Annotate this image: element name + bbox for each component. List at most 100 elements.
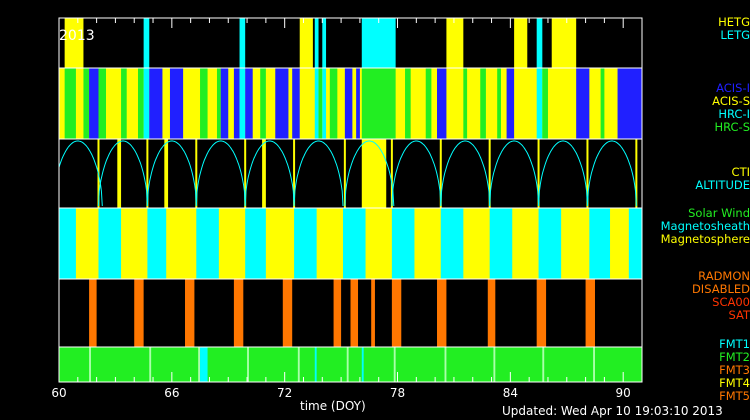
panel-altitude-altitude-arc-7	[391, 140, 442, 207]
panel-instrument-segment-25	[405, 68, 411, 139]
panel-environment-segment-9	[489, 208, 513, 279]
panel-format-segment-13	[593, 347, 595, 382]
panel-grating-segment-8	[514, 18, 528, 68]
panel-format-segment-11	[493, 347, 496, 382]
legend-item-altitude: ALTITUDE	[695, 178, 750, 192]
panel-instrument-segment-12	[233, 68, 240, 139]
panel-instrument-segment-29	[480, 68, 486, 139]
legend-item-hrc-s: HRC-S	[714, 120, 750, 134]
panel-altitude-altitude-arc-0	[58, 140, 103, 207]
panel-altitude-altitude-arc-3	[195, 140, 246, 207]
legend-instrument: ACIS-I ACIS-S HRC-I HRC-S	[590, 82, 750, 134]
panel-grating-segment-7	[446, 18, 464, 68]
panel-format-segment-7	[346, 347, 349, 382]
panel-grating-segment-6	[361, 18, 396, 68]
panel-altitude-segment-0	[117, 139, 122, 208]
panel-altitude-altitude-arc-5	[293, 140, 344, 207]
legend-item-hetg: HETG	[718, 15, 750, 29]
panel-instrument-segment-35	[600, 68, 605, 139]
panel-instrument-segment-10	[216, 68, 221, 139]
legend-item-sca00: SCA00	[712, 295, 750, 309]
legend-item-fmt5: FMT5	[719, 389, 750, 403]
legend-item-radmon: RADMON	[698, 269, 750, 283]
x-tick-label-4: 84	[503, 386, 518, 400]
panel-instrument-segment-36	[617, 68, 642, 139]
panel-altitude-background	[59, 139, 642, 208]
panel-altitude-altitude-arc-6	[344, 140, 395, 207]
panel-radmon-segment-11	[536, 279, 547, 347]
panel-grating-segment-3	[299, 18, 313, 68]
panel-altitude-altitude-arc-8	[440, 140, 491, 207]
panel-instrument-segment-9	[200, 68, 208, 139]
panel-radmon-segment-5	[333, 279, 342, 347]
panel-instrument-segment-4	[121, 68, 127, 139]
panel-instrument-segment-5	[137, 68, 144, 139]
panel-altitude-segment-1	[164, 139, 169, 208]
legend-item-fmt1: FMT1	[719, 337, 750, 351]
panel-grating-segment-0	[64, 18, 84, 68]
panel-environment-segment-4	[245, 208, 266, 279]
legend-radmon: RADMON DISABLED SCA00 SAT	[590, 270, 750, 322]
panel-environment-segment-2	[147, 208, 167, 279]
legend-format: FMT1 FMT2 FMT3 FMT4 FMT5	[590, 338, 750, 403]
panel-format-segment-2	[198, 347, 201, 382]
panel-instrument-segment-22	[344, 68, 353, 139]
x-tick-label-1: 66	[164, 386, 179, 400]
panel-radmon-segment-0	[89, 279, 97, 347]
panel-environment-segment-0	[59, 208, 76, 279]
panel-radmon-segment-7	[371, 279, 375, 347]
legend-environment: Solar Wind Magnetosheath Magnetosphere	[590, 207, 750, 246]
panel-instrument-segment-6	[143, 68, 150, 139]
panel-grating-segment-9	[536, 18, 543, 68]
updated-timestamp: Updated: Wed Apr 10 19:03:10 2013	[502, 404, 723, 418]
panel-instrument-segment-18	[314, 68, 319, 139]
panel-instrument-segment-32	[536, 68, 543, 139]
panel-grating-segment-5	[322, 18, 327, 68]
panel-instrument-segment-28	[463, 68, 468, 139]
panel-grating-background	[59, 18, 642, 68]
legend-item-solar-wind: Solar Wind	[688, 206, 750, 220]
legend-item-fmt3: FMT3	[719, 363, 750, 377]
panel-altitude-segment-3	[361, 139, 387, 208]
panel-instrument-segment-20	[322, 68, 327, 139]
panel-instrument-segment-34	[576, 68, 590, 139]
panel-format-segment-5	[297, 347, 300, 382]
panel-radmon-segment-1	[134, 279, 144, 347]
panel-radmon-segment-2	[185, 279, 195, 347]
panel-altitude-altitude-arc-4	[244, 140, 295, 207]
panel-format-segment-3	[200, 347, 208, 382]
panel-environment-segment-3	[196, 208, 219, 279]
panel-radmon-segment-9	[437, 279, 447, 347]
panel-environment-segment-5	[294, 208, 317, 279]
panel-instrument-segment-3	[98, 68, 107, 139]
panel-instrument-segment-14	[245, 68, 253, 139]
legend-item-fmt2: FMT2	[719, 350, 750, 364]
legend-item-hrc-i: HRC-I	[718, 107, 750, 121]
panel-instrument-segment-31	[506, 68, 515, 139]
panel-environment-segment-6	[342, 208, 366, 279]
panel-altitude-altitude-arc-10	[538, 140, 588, 207]
panel-instrument-segment-2	[89, 68, 99, 139]
panel-format-segment-10	[444, 347, 447, 382]
x-tick-label-5: 90	[616, 386, 631, 400]
panel-environment-segment-12	[628, 208, 642, 279]
panel-instrument-segment-11	[220, 68, 229, 139]
panel-instrument-segment-8	[169, 68, 184, 139]
panel-altitude-segment-2	[262, 139, 266, 208]
panel-format-segment-1	[149, 347, 152, 382]
panel-grating-segment-1	[143, 18, 150, 68]
legend-item-magnetosheath: Magnetosheath	[660, 219, 750, 233]
panel-environment-segment-7	[391, 208, 415, 279]
legend-item-sat: SAT	[728, 308, 750, 322]
panel-instrument-segment-23	[356, 68, 360, 139]
legend-altitude: CTI ALTITUDE	[590, 166, 750, 192]
panel-grating-segment-4	[314, 18, 319, 68]
panel-instrument-segment-7	[149, 68, 163, 139]
panel-format-segment-0	[89, 347, 91, 382]
panel-instrument-segment-13	[239, 68, 246, 139]
panel-radmon-segment-10	[487, 279, 496, 347]
panel-environment-segment-1	[98, 208, 122, 279]
year-label: 2013	[59, 28, 95, 44]
panel-altitude-altitude-arc-2	[146, 140, 197, 207]
panel-altitude-altitude-arc-11	[587, 140, 637, 207]
